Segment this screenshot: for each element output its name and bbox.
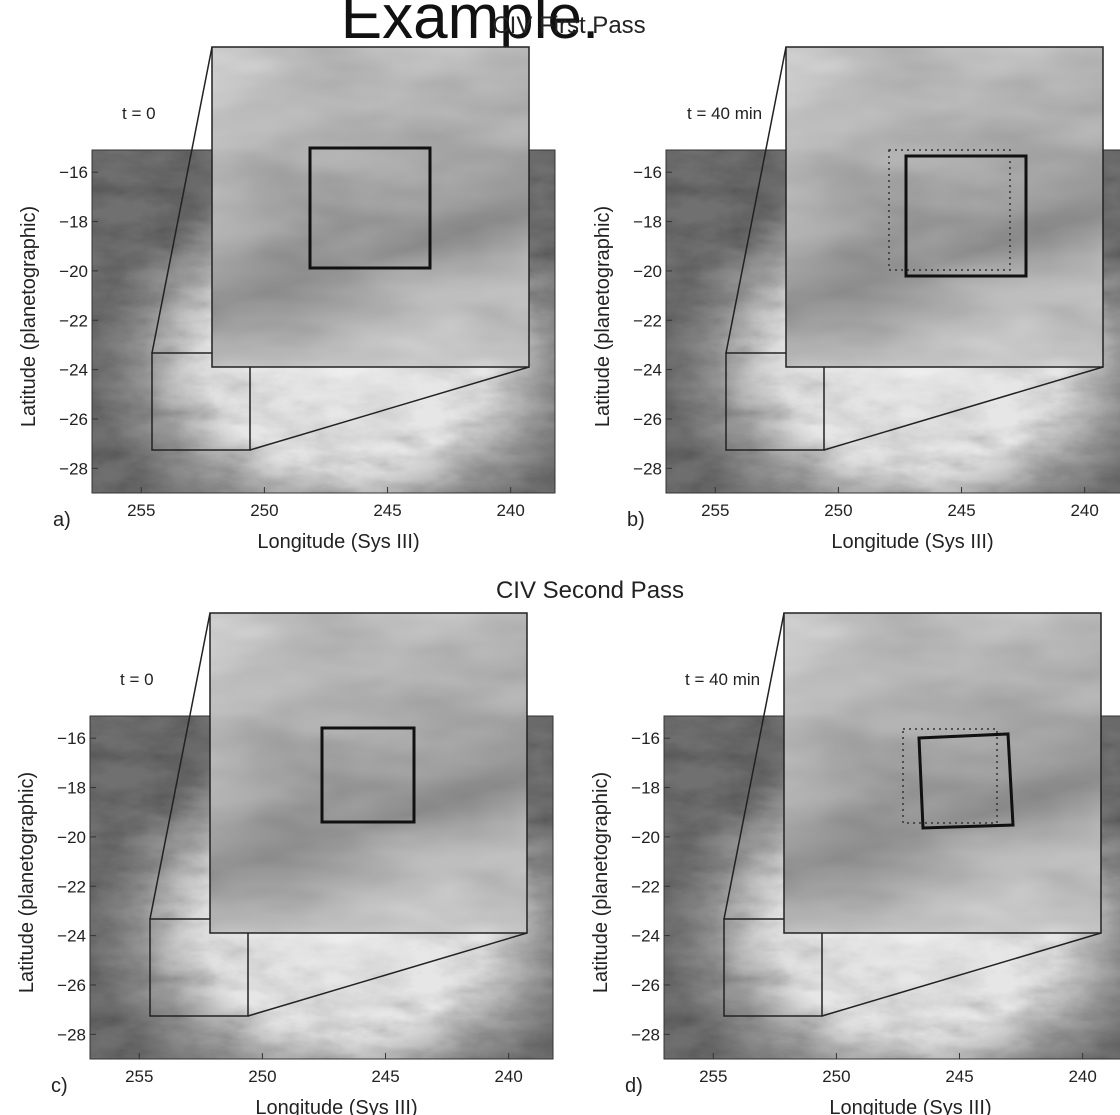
x-tick-label: 255 (127, 501, 155, 520)
y-tick-label: −20 (57, 828, 86, 847)
y-tick-label: −16 (57, 729, 86, 748)
x-tick-label: 240 (496, 501, 524, 520)
y-tick-label: −24 (59, 361, 88, 380)
inset-shading (212, 47, 529, 367)
x-tick-label: 240 (494, 1067, 522, 1086)
y-tick-label: −28 (631, 1025, 660, 1044)
y-tick-label: −24 (57, 927, 86, 946)
y-tick-label: −22 (631, 877, 660, 896)
y-tick-label: −20 (633, 262, 662, 281)
inset-shading (784, 613, 1101, 933)
y-tick-label: −28 (59, 459, 88, 478)
panel-letter: c) (51, 1075, 68, 1097)
x-tick-label: 250 (822, 1067, 850, 1086)
x-tick-label: 250 (824, 501, 852, 520)
section-title: CIV First Pass (492, 12, 645, 39)
y-tick-label: −26 (631, 976, 660, 995)
section-title: CIV Second Pass (496, 577, 684, 604)
time-label: t = 40 min (687, 104, 762, 123)
y-tick-label: −18 (59, 213, 88, 232)
x-tick-label: 255 (701, 501, 729, 520)
y-tick-label: −20 (59, 262, 88, 281)
y-tick-label: −22 (57, 877, 86, 896)
y-tick-label: −16 (633, 163, 662, 182)
y-tick-label: −24 (633, 361, 662, 380)
y-tick-label: −18 (633, 213, 662, 232)
x-tick-label: 255 (125, 1067, 153, 1086)
inset-shading (786, 47, 1103, 367)
x-tick-label: 245 (945, 1067, 973, 1086)
time-label: t = 0 (120, 670, 154, 689)
x-axis-label: Longitude (Sys III) (257, 531, 419, 553)
panel: 255 250 245 240 −16 −18 −20 −22 −24 −26 −28 Longitu… (590, 613, 1120, 1115)
y-tick-label: −18 (57, 779, 86, 798)
x-tick-label: 255 (699, 1067, 727, 1086)
y-tick-label: −26 (633, 410, 662, 429)
y-tick-label: −24 (631, 927, 660, 946)
y-axis-label: Latitude (planetographic) (18, 206, 40, 427)
time-label: t = 0 (122, 104, 156, 123)
y-tick-label: −22 (633, 311, 662, 330)
y-axis-label: Latitude (planetographic) (590, 772, 612, 993)
x-tick-label: 245 (373, 501, 401, 520)
y-tick-label: −18 (631, 779, 660, 798)
y-tick-label: −26 (57, 976, 86, 995)
time-label: t = 40 min (685, 670, 760, 689)
y-tick-label: −22 (59, 311, 88, 330)
y-tick-label: −28 (633, 459, 662, 478)
x-tick-label: 240 (1068, 1067, 1096, 1086)
x-tick-label: 245 (947, 501, 975, 520)
panel-letter: a) (53, 509, 71, 531)
x-tick-label: 250 (250, 501, 278, 520)
y-tick-label: −26 (59, 410, 88, 429)
figure: Example. CIV First Pass CIV Second Pass … (0, 0, 1120, 1115)
x-axis-label: Longitude (Sys III) (255, 1097, 417, 1115)
y-axis-label: Latitude (planetographic) (16, 772, 38, 993)
x-axis-label: Longitude (Sys III) (829, 1097, 991, 1115)
x-axis-label: Longitude (Sys III) (831, 531, 993, 553)
panel: 255 250 245 240 −16 −18 −20 −22 −24 −26 −28 Longitu… (18, 47, 555, 553)
panel: 255 250 245 240 −16 −18 −20 −22 −24 −26 −28 Longitu… (592, 47, 1120, 553)
inset-shading (210, 613, 527, 933)
page: Example. CIV First Pass CIV Second Pass … (0, 0, 1120, 1115)
x-tick-label: 245 (371, 1067, 399, 1086)
panel: 255 250 245 240 −16 −18 −20 −22 −24 −26 −28 Longitu… (16, 613, 553, 1115)
y-tick-label: −28 (57, 1025, 86, 1044)
x-tick-label: 240 (1070, 501, 1098, 520)
x-tick-label: 250 (248, 1067, 276, 1086)
panel-letter: d) (625, 1075, 643, 1097)
y-axis-label: Latitude (planetographic) (592, 206, 614, 427)
panel-letter: b) (627, 509, 645, 531)
y-tick-label: −16 (631, 729, 660, 748)
y-tick-label: −16 (59, 163, 88, 182)
y-tick-label: −20 (631, 828, 660, 847)
